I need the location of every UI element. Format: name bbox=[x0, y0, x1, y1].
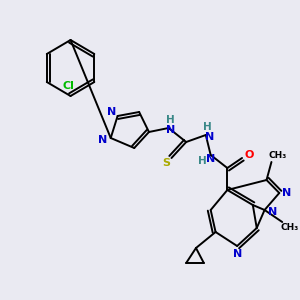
Text: H: H bbox=[166, 115, 175, 125]
Text: Cl: Cl bbox=[63, 81, 74, 91]
Text: CH₃: CH₃ bbox=[281, 223, 299, 232]
Text: N: N bbox=[206, 154, 215, 164]
Text: N: N bbox=[283, 188, 292, 198]
Text: N: N bbox=[98, 135, 107, 145]
Text: S: S bbox=[163, 158, 171, 168]
Text: N: N bbox=[107, 107, 116, 117]
Text: N: N bbox=[232, 249, 242, 259]
Text: N: N bbox=[166, 125, 175, 135]
Text: H: H bbox=[203, 122, 212, 132]
Text: N: N bbox=[205, 132, 214, 142]
Text: H: H bbox=[199, 156, 207, 166]
Text: N: N bbox=[268, 207, 277, 217]
Text: CH₃: CH₃ bbox=[268, 152, 286, 160]
Text: O: O bbox=[244, 150, 254, 160]
